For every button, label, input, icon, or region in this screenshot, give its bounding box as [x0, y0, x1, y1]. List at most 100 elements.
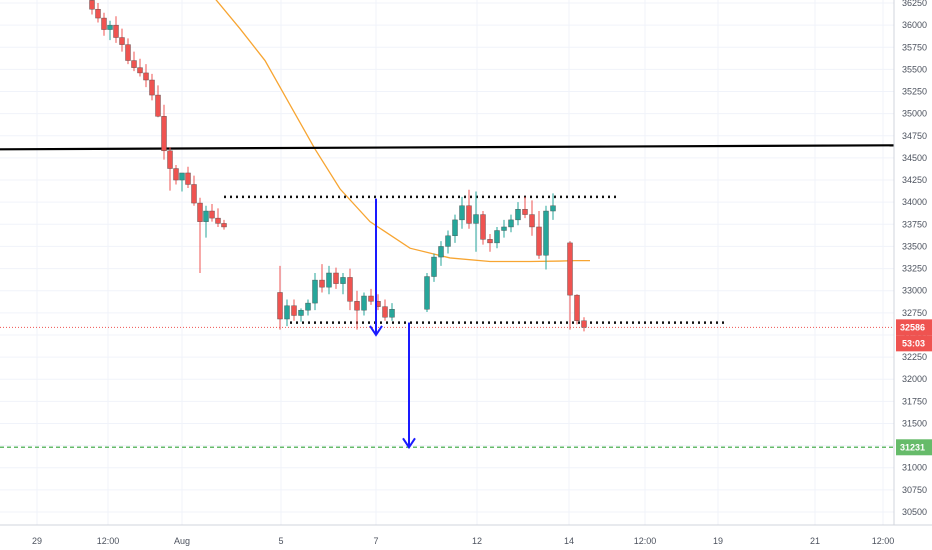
candle	[305, 299, 311, 316]
candle	[333, 267, 339, 289]
candle-body	[382, 306, 388, 318]
candle-body	[501, 226, 507, 231]
candle-body	[95, 8, 101, 19]
candle-body	[459, 205, 465, 221]
candle-body	[203, 210, 209, 222]
candle-body	[522, 209, 528, 215]
candle	[149, 73, 155, 101]
candle	[361, 292, 367, 316]
price-tick-label: 31500	[902, 418, 927, 428]
price-tick-label: 33500	[902, 241, 927, 251]
candle-body	[131, 60, 137, 68]
candle	[89, 0, 95, 15]
candle-body	[431, 256, 437, 277]
candle-body	[529, 214, 535, 228]
candle-body	[368, 295, 374, 302]
time-tick-label: 7	[373, 536, 378, 546]
moving-average	[215, 0, 590, 263]
candle	[529, 200, 535, 236]
candle-body	[508, 219, 514, 228]
price-axis[interactable]	[894, 0, 932, 525]
candle	[298, 308, 304, 322]
candle	[522, 196, 528, 219]
candle-body	[125, 44, 131, 61]
candle	[119, 28, 125, 52]
price-tick-label: 34000	[902, 197, 927, 207]
candle	[143, 64, 149, 88]
price-tick-label: 35250	[902, 87, 927, 97]
candle-body	[155, 94, 161, 117]
candle-body	[581, 320, 587, 328]
candle-body	[197, 202, 203, 222]
candle-body	[452, 219, 458, 237]
candle	[137, 58, 143, 77]
price-tick-label: 35000	[902, 109, 927, 119]
candle	[368, 288, 374, 305]
candle	[354, 290, 360, 330]
candle	[125, 38, 131, 65]
candle-body	[445, 235, 451, 247]
candle	[203, 205, 209, 238]
price-tick-label: 34500	[902, 153, 927, 163]
candle	[326, 265, 332, 295]
candle-body	[536, 226, 542, 256]
time-tick-label: 12:00	[97, 536, 120, 546]
candle	[185, 166, 191, 189]
measured-move-arrow-1	[369, 198, 383, 337]
candle	[494, 226, 500, 249]
candle	[340, 272, 346, 295]
annotation-lines	[0, 144, 895, 449]
time-tick-label: 12:00	[872, 536, 895, 546]
candle-body	[191, 184, 197, 204]
candle	[179, 172, 185, 192]
price-tick-label: 32000	[902, 374, 927, 384]
candle	[197, 197, 203, 273]
candle-body	[424, 276, 430, 310]
time-tick-label: 12	[472, 536, 482, 546]
candle	[459, 196, 465, 229]
time-axis-labels: 29 12:00 Aug 5 7 12 14 12:00 19 21 12:00	[32, 536, 894, 546]
candle-body	[487, 239, 493, 244]
candle	[347, 268, 353, 311]
candle	[480, 211, 486, 245]
candle-body	[298, 309, 304, 316]
candle	[452, 214, 458, 243]
candle	[382, 299, 388, 321]
moving-average-line	[215, 0, 590, 263]
candle	[319, 264, 325, 293]
price-tick-label: 31750	[902, 396, 927, 406]
candle-body	[167, 150, 173, 169]
time-axis[interactable]	[0, 525, 932, 550]
time-tick-label: 5	[278, 536, 283, 546]
time-tick-label: 14	[564, 536, 574, 546]
candle-body	[473, 214, 479, 224]
price-tick-label: 32250	[902, 352, 927, 362]
time-tick-label: 29	[32, 536, 42, 546]
price-tick-label: 30500	[902, 507, 927, 517]
price-tick-label: 33000	[902, 286, 927, 296]
candle	[284, 299, 290, 327]
price-tick-label: 33250	[902, 264, 927, 274]
candle-body	[185, 172, 191, 185]
candle	[424, 272, 430, 312]
candle	[191, 175, 197, 206]
candle	[574, 294, 580, 325]
candle	[95, 3, 101, 23]
candle	[567, 241, 573, 330]
candle-body	[221, 223, 227, 228]
candle	[161, 104, 167, 160]
candle	[277, 265, 283, 330]
time-tick-label: 19	[713, 536, 723, 546]
candle	[543, 205, 549, 270]
candle-body	[333, 272, 339, 284]
price-tick-label: 34750	[902, 131, 927, 141]
candle	[167, 147, 173, 191]
candle	[487, 234, 493, 252]
candle	[209, 203, 215, 222]
gridlines	[0, 0, 894, 525]
candle-body	[389, 309, 395, 318]
candle-body	[347, 277, 353, 302]
candle-body	[137, 67, 143, 74]
countdown-label: 53:03	[902, 338, 925, 348]
